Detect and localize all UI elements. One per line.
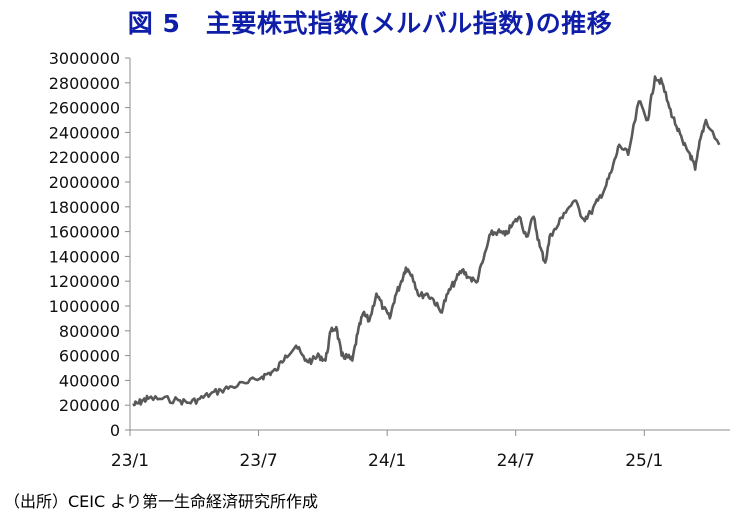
- y-tick-label: 2200000: [49, 148, 120, 167]
- y-tick-label: 800000: [59, 322, 120, 341]
- chart-title: 図 5 主要株式指数(メルバル指数)の推移: [127, 9, 613, 38]
- x-tick-label: 24/1: [368, 451, 406, 471]
- y-tick-label: 2400000: [49, 123, 120, 142]
- x-axis-ticks: 23/1 23/7 24/1 24/7 25/1: [111, 430, 663, 471]
- y-tick-label: 0: [110, 421, 120, 440]
- x-tick-label: 24/7: [497, 451, 535, 471]
- y-tick-label: 3000000: [49, 49, 120, 68]
- y-tick-label: 2000000: [49, 173, 120, 192]
- source-note: （出所）CEIC より第一生命経済研究所作成: [4, 492, 318, 511]
- y-axis-ticks: 0 200000 400000 600000 800000 1000000 1200000 1…: [49, 49, 130, 440]
- y-tick-label: 600000: [59, 347, 120, 366]
- x-tick-label: 23/1: [111, 451, 149, 471]
- y-tick-label: 2800000: [49, 74, 120, 93]
- series-line: [132, 75, 721, 407]
- y-tick-label: 1200000: [49, 272, 120, 291]
- x-tick-label: 25/1: [625, 451, 663, 471]
- y-tick-label: 200000: [59, 396, 120, 415]
- axes: [129, 58, 730, 431]
- series-group: [132, 75, 721, 407]
- y-tick-label: 1600000: [49, 223, 120, 242]
- y-tick-label: 1000000: [49, 297, 120, 316]
- y-tick-label: 2600000: [49, 99, 120, 118]
- y-tick-label: 400000: [59, 371, 120, 390]
- y-tick-label: 1400000: [49, 247, 120, 266]
- x-tick-label: 23/7: [239, 451, 277, 471]
- y-tick-label: 1800000: [49, 198, 120, 217]
